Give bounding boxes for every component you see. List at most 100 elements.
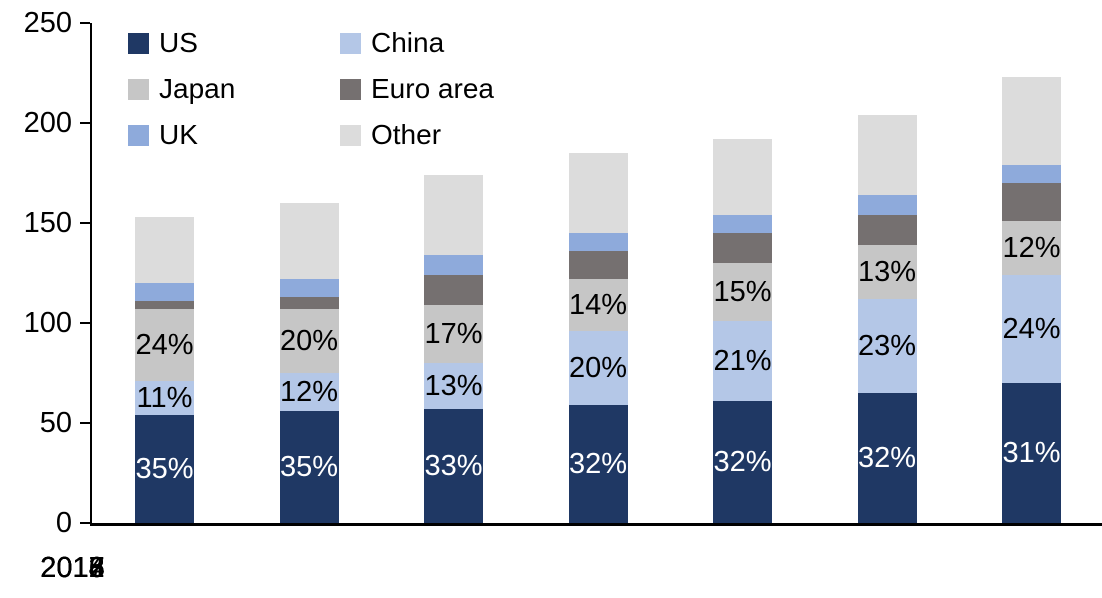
bar-segment-china-2015: [568, 331, 628, 405]
segment-label-us-2018: 31%: [1002, 437, 1061, 469]
segment-label-us-2013: 35%: [279, 451, 339, 483]
bar-segment-other-2017: [857, 115, 917, 195]
bar-segment-china-2013: [279, 373, 339, 411]
bar-segment-other-2016: [713, 139, 772, 215]
bar-segment-us-2012: [135, 415, 194, 523]
segment-label-japan-2012: 24%: [135, 329, 194, 361]
legend-item-uk: UK: [128, 120, 340, 150]
y-axis-tick-label: 50: [39, 407, 72, 439]
bar-segment-us-2018: [1002, 383, 1061, 523]
bar-segment-us-2013: [279, 411, 339, 523]
segment-label-china-2012: 11%: [136, 382, 193, 414]
segment-label-japan-2016: 15%: [713, 276, 772, 308]
plot-area: 35% 11% 24% 35% 12% 20% 33% 13% 17% 32% 20% 14% 32% 2…: [80, 22, 1102, 526]
bar-segment-japan-2012: [135, 309, 194, 381]
legend-item-us: US: [128, 28, 340, 58]
legend-swatch-china: [340, 32, 361, 54]
bar-segment-uk-2014: [424, 255, 483, 275]
bar-segment-us-2015: [568, 405, 628, 523]
segment-label-us-2014: 33%: [424, 450, 483, 482]
segment-label-china-2017: 23%: [857, 330, 917, 362]
y-axis-tick: [80, 22, 90, 24]
bar-segment-euro-area-2016: [713, 233, 772, 263]
y-axis-tick-label: 0: [55, 507, 72, 539]
x-axis-label: 2016: [40, 552, 105, 584]
bar-segment-euro-area-2013: [279, 297, 339, 309]
bar-segment-china-2017: [857, 299, 917, 393]
y-axis-tick: [80, 322, 90, 324]
segment-label-japan-2017: 13%: [857, 256, 917, 288]
x-axis-label: 2017: [40, 552, 105, 584]
bar-segment-japan-2016: [713, 263, 772, 321]
segment-label-us-2012: 35%: [135, 453, 194, 485]
legend-item-euro-area: Euro area: [340, 74, 494, 104]
bar-segment-china-2016: [713, 321, 772, 401]
segment-label-china-2018: 24%: [1002, 313, 1061, 345]
bar-segment-euro-area-2018: [1002, 183, 1061, 221]
legend-swatch-us: [128, 32, 149, 54]
bar-segment-uk-2017: [857, 195, 917, 215]
legend-item-japan: Japan: [128, 74, 340, 104]
bar-segment-japan-2018: [1002, 221, 1061, 275]
bar-segment-euro-area-2015: [568, 251, 628, 279]
bar-segment-other-2013: [279, 203, 339, 279]
legend-label: UK: [159, 119, 198, 150]
segment-label-japan-2018: 12%: [1002, 232, 1061, 264]
legend-swatch-euro-area: [340, 78, 361, 100]
bar-segment-uk-2012: [135, 283, 194, 301]
x-axis-label: 2014: [40, 552, 105, 584]
bar-segment-china-2014: [424, 363, 483, 409]
legend-item-china: China: [340, 28, 494, 58]
legend-label: Euro area: [371, 73, 494, 104]
bar-segment-japan-2015: [568, 279, 628, 331]
bar-segment-china-2012: [135, 381, 194, 415]
bar-segment-uk-2018: [1002, 165, 1061, 183]
bar-segment-uk-2013: [279, 279, 339, 297]
y-axis-tick-label: 250: [23, 7, 72, 39]
bar-segment-other-2018: [1002, 77, 1061, 165]
segment-label-china-2014: 13%: [424, 370, 483, 402]
y-axis-tick: [80, 522, 90, 524]
bar-segment-other-2014: [424, 175, 483, 255]
x-axis-label: 2012: [40, 552, 105, 584]
x-axis-label: 2015: [40, 552, 105, 584]
bar-segment-us-2017: [857, 393, 917, 523]
segment-label-china-2015: 20%: [568, 352, 628, 384]
bar-segment-japan-2014: [424, 305, 483, 363]
bar-segment-uk-2015: [568, 233, 628, 251]
legend-swatch-other: [340, 124, 361, 146]
legend-label: Other: [371, 119, 442, 150]
bar-segment-japan-2013: [279, 309, 339, 373]
legend-label: Japan: [159, 73, 236, 104]
legend-label: US: [159, 27, 198, 58]
bar-segment-other-2015: [568, 153, 628, 233]
y-axis-tick-label: 100: [23, 307, 72, 339]
x-axis-label: 2018: [40, 552, 105, 584]
x-axis-label: 2013: [40, 552, 105, 584]
legend: US China Japan Euro area UK Other: [128, 20, 494, 158]
x-axis-line: [90, 523, 1102, 526]
bar-segment-us-2016: [713, 401, 772, 523]
segment-label-japan-2015: 14%: [568, 289, 628, 321]
segment-label-us-2017: 32%: [857, 442, 917, 474]
bar-segment-euro-area-2017: [857, 215, 917, 245]
legend-swatch-japan: [128, 78, 149, 100]
y-axis-tick: [80, 422, 90, 424]
bar-segment-other-2012: [135, 217, 194, 283]
bar-segment-japan-2017: [857, 245, 917, 299]
legend-item-other: Other: [340, 120, 494, 150]
segment-label-japan-2013: 20%: [279, 325, 339, 357]
y-axis-tick: [80, 222, 90, 224]
y-axis-tick: [80, 122, 90, 124]
segment-label-china-2013: 12%: [279, 376, 339, 408]
y-axis-tick-label: 200: [23, 107, 72, 139]
bar-segment-china-2018: [1002, 275, 1061, 383]
legend-swatch-uk: [128, 124, 149, 146]
segment-label-china-2016: 21%: [713, 345, 772, 377]
y-axis-tick-label: 150: [23, 207, 72, 239]
segment-label-us-2016: 32%: [713, 446, 772, 478]
bar-segment-uk-2016: [713, 215, 772, 233]
segment-label-us-2015: 32%: [568, 448, 628, 480]
bar-segment-us-2014: [424, 409, 483, 523]
